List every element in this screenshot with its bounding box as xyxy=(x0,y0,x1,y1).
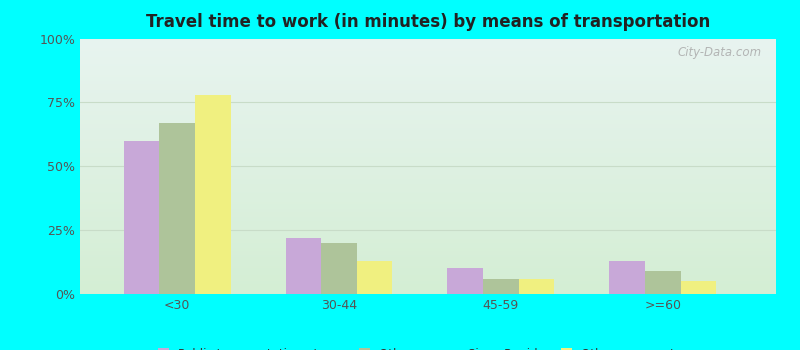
Bar xyxy=(124,141,159,294)
Bar xyxy=(447,268,483,294)
Bar xyxy=(195,95,230,294)
Bar xyxy=(483,279,518,294)
Bar xyxy=(645,271,681,294)
Bar xyxy=(518,279,554,294)
Bar xyxy=(159,123,195,294)
Bar xyxy=(610,261,645,294)
Bar xyxy=(321,243,357,294)
Bar xyxy=(681,281,716,294)
Title: Travel time to work (in minutes) by means of transportation: Travel time to work (in minutes) by mean… xyxy=(146,13,710,32)
Legend: Public transportation - Iowa, Other means - Sioux Rapids, Other means - Iowa: Public transportation - Iowa, Other mean… xyxy=(154,345,702,350)
Bar xyxy=(286,238,321,294)
Bar xyxy=(357,261,392,294)
Text: City-Data.com: City-Data.com xyxy=(678,46,762,59)
